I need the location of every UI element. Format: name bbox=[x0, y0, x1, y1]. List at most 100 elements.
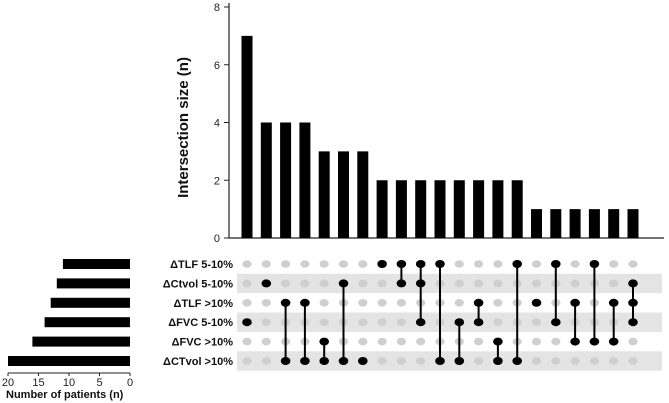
set-label: ΔTLF 5-10% bbox=[170, 259, 233, 271]
matrix-dot-inactive bbox=[416, 337, 426, 346]
matrix-dot-active bbox=[377, 260, 387, 268]
matrix-dot-inactive bbox=[300, 279, 310, 288]
matrix-dot-inactive bbox=[493, 299, 503, 307]
matrix-dot-active bbox=[608, 298, 619, 307]
matrix-dot-active bbox=[415, 260, 426, 268]
matrix-dot-inactive bbox=[570, 279, 580, 288]
matrix-dot-inactive bbox=[416, 357, 426, 365]
matrix-dot-inactive bbox=[281, 260, 291, 268]
set-axis-title: Number of patients (n) bbox=[6, 389, 124, 401]
matrix-dot-inactive bbox=[319, 299, 329, 307]
matrix-dot-inactive bbox=[493, 318, 503, 327]
matrix-dot-active bbox=[300, 298, 310, 307]
matrix-dot-inactive bbox=[454, 260, 464, 268]
matrix-dot-active bbox=[589, 337, 600, 346]
matrix-dot-active bbox=[473, 298, 484, 307]
matrix-dot-active bbox=[512, 357, 522, 365]
matrix-dot-active bbox=[242, 318, 252, 327]
matrix-dot-active bbox=[338, 357, 349, 365]
matrix-dot-inactive bbox=[474, 260, 484, 268]
matrix-dot-active bbox=[454, 357, 465, 365]
matrix-dot-inactive bbox=[493, 279, 503, 288]
intersection-bar bbox=[395, 180, 407, 238]
matrix-dot-active bbox=[512, 260, 522, 268]
matrix-dot-inactive bbox=[628, 260, 638, 268]
y-tick-label: 4 bbox=[214, 118, 220, 130]
intersection-bar bbox=[473, 180, 485, 238]
set-axis-tick-label: 15 bbox=[32, 377, 44, 389]
set-size-bar bbox=[62, 259, 130, 269]
matrix-dot-active bbox=[396, 279, 407, 288]
matrix-dot-active bbox=[493, 337, 503, 346]
intersection-bar bbox=[299, 122, 311, 238]
y-axis-title: Intersection size (n) bbox=[175, 57, 192, 198]
matrix-dot-inactive bbox=[377, 337, 387, 346]
matrix-dot-inactive bbox=[242, 357, 252, 365]
intersection-bar bbox=[550, 209, 562, 238]
matrix-dot-inactive bbox=[474, 279, 484, 288]
matrix-dot-inactive bbox=[377, 279, 387, 288]
matrix-dot-inactive bbox=[319, 279, 329, 288]
matrix-dot-inactive bbox=[454, 279, 464, 288]
matrix-dot-inactive bbox=[300, 260, 310, 268]
matrix-dot-active bbox=[280, 298, 291, 307]
matrix-dot-inactive bbox=[358, 318, 368, 327]
matrix-dot-active bbox=[570, 337, 580, 346]
intersection-bar bbox=[453, 180, 465, 238]
matrix-dot-inactive bbox=[358, 337, 368, 346]
matrix-dot-inactive bbox=[358, 279, 368, 288]
y-tick-label: 2 bbox=[214, 175, 220, 187]
matrix-dot-active bbox=[551, 260, 561, 268]
matrix-dot-active bbox=[473, 318, 484, 327]
matrix-dot-inactive bbox=[396, 357, 406, 365]
intersection-bar bbox=[260, 122, 272, 238]
matrix-dot-inactive bbox=[242, 279, 252, 288]
intersection-bar bbox=[415, 180, 427, 238]
matrix-dot-inactive bbox=[474, 357, 484, 365]
intersection-size-plot: 0 2 4 6 8 Intersection size (n) bbox=[175, 2, 664, 245]
matrix-dot-inactive bbox=[338, 260, 349, 268]
matrix-dot-inactive bbox=[261, 318, 271, 327]
matrix-dot-inactive bbox=[377, 357, 387, 365]
matrix-dot-inactive bbox=[570, 357, 580, 365]
matrix-dot-inactive bbox=[261, 260, 271, 268]
matrix-dot-active bbox=[280, 357, 291, 365]
matrix-dot-active bbox=[454, 318, 465, 327]
set-size-bar bbox=[8, 356, 130, 366]
matrix-dot-inactive bbox=[531, 318, 542, 327]
intersection-bar bbox=[357, 151, 369, 238]
matrix-dot-inactive bbox=[531, 279, 542, 288]
matrix-dot-inactive bbox=[551, 337, 561, 346]
matrix-dot-inactive bbox=[242, 260, 252, 268]
set-axis-tick-label: 10 bbox=[63, 377, 75, 389]
matrix-dot-inactive bbox=[261, 357, 271, 365]
intersection-bar bbox=[569, 209, 581, 238]
intersection-bar bbox=[531, 209, 542, 238]
matrix-dot-active bbox=[570, 298, 580, 307]
matrix-dot-inactive bbox=[377, 318, 387, 327]
matrix-dot-active bbox=[396, 260, 407, 268]
matrix-dot-inactive bbox=[396, 318, 406, 327]
matrix-dot-active bbox=[628, 318, 638, 327]
set-label: ΔCtvol 5-10% bbox=[163, 278, 233, 290]
matrix-dot-inactive bbox=[377, 299, 387, 307]
matrix-dot-active bbox=[435, 357, 445, 365]
set-label: ΔFVC 5-10% bbox=[168, 317, 233, 329]
matrix-dot-inactive bbox=[242, 299, 252, 307]
matrix-dot-active bbox=[261, 279, 272, 288]
matrix-dot-active bbox=[319, 357, 330, 365]
matrix-dot-active bbox=[493, 357, 503, 365]
matrix-dot-inactive bbox=[396, 299, 406, 307]
y-tick-label: 0 bbox=[214, 233, 220, 245]
matrix-dot-inactive bbox=[531, 337, 542, 346]
matrix-dot-inactive bbox=[551, 357, 561, 365]
matrix-dot-inactive bbox=[396, 337, 406, 346]
matrix-dot-active bbox=[589, 260, 600, 268]
matrix-dot-inactive bbox=[570, 260, 580, 268]
matrix-dot-inactive bbox=[628, 337, 638, 346]
set-axis-tick-label: 20 bbox=[2, 377, 14, 389]
matrix-dot-active bbox=[415, 318, 426, 327]
intersection-bar bbox=[492, 180, 504, 238]
matrix-dot-active bbox=[628, 298, 638, 307]
matrix-dot-inactive bbox=[358, 299, 368, 307]
